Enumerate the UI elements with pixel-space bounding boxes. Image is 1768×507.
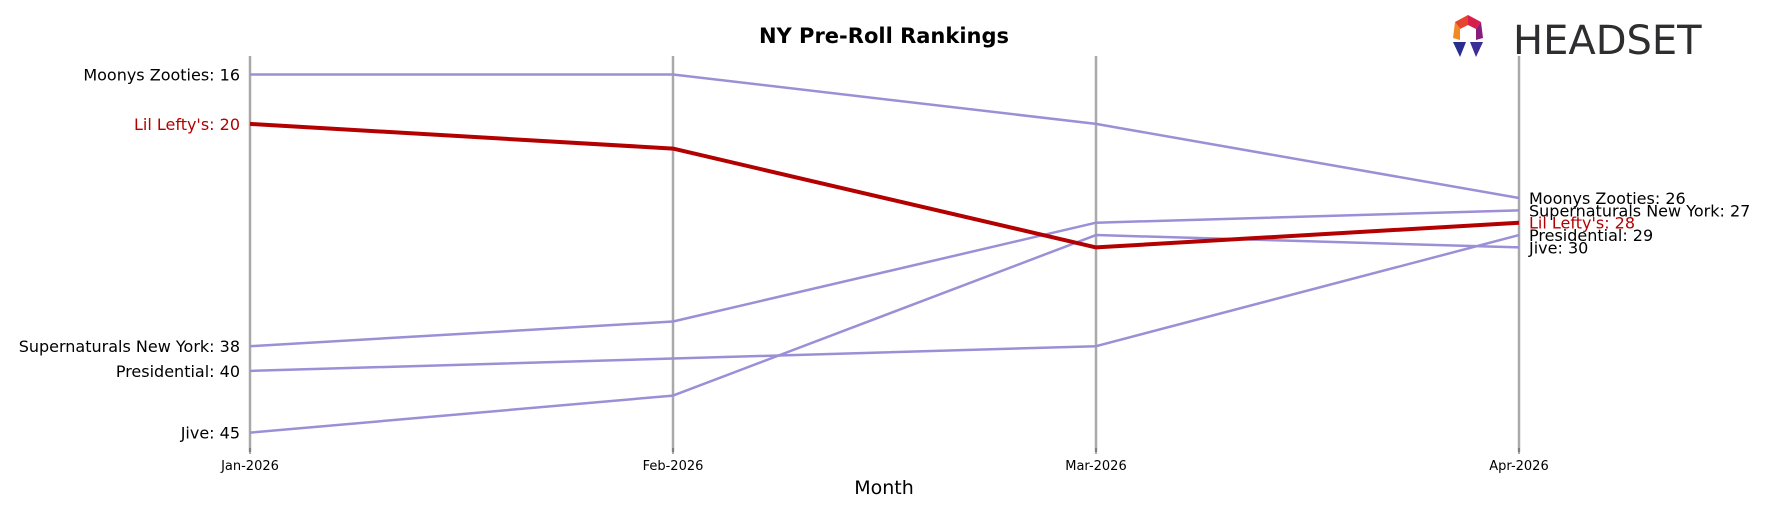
end-label-supernaturals-new-york: Supernaturals New York: 27 [1529, 201, 1750, 220]
series-lines [249, 73, 1520, 434]
month-gridlines [248, 56, 1521, 452]
series-line-presidential [249, 233, 1520, 373]
x-tick-label: Feb-2026 [643, 459, 704, 474]
end-label-jive: Jive: 30 [1528, 238, 1588, 257]
chart-title: NY Pre-Roll Rankings [759, 24, 1009, 48]
end-label-presidential: Presidential: 29 [1529, 226, 1653, 245]
x-tick-label: Jan-2026 [220, 459, 279, 474]
start-label-presidential: Presidential: 40 [116, 362, 240, 381]
x-tick-label: Apr-2026 [1489, 459, 1548, 474]
series-line-moonys-zooties [250, 73, 1520, 200]
end-label-lil-lefty-s: Lil Lefty's: 28 [1529, 214, 1635, 233]
start-label-moonys-zooties: Moonys Zooties: 16 [83, 66, 240, 85]
x-tick-label: Mar-2026 [1065, 459, 1126, 474]
series-line-lil-lefty-s [249, 121, 1520, 250]
end-label-moonys-zooties: Moonys Zooties: 26 [1529, 189, 1686, 208]
start-label-supernaturals-new-york: Supernaturals New York: 38 [19, 337, 240, 356]
series-line-supernaturals-new-york [249, 209, 1520, 348]
headset-logo-mark [1453, 15, 1483, 57]
headset-logo: HEADSET [1453, 15, 1702, 64]
series-line-jive [249, 233, 1520, 434]
start-label-lil-lefty-s: Lil Lefty's: 20 [134, 115, 240, 134]
x-axis-title: Month [854, 477, 914, 499]
headset-logo-text: HEADSET [1513, 18, 1702, 64]
x-axis-ticks: Jan-2026 Feb-2026 Mar-2026 Apr-2026 [220, 448, 1549, 474]
start-label-jive: Jive: 45 [180, 424, 240, 443]
